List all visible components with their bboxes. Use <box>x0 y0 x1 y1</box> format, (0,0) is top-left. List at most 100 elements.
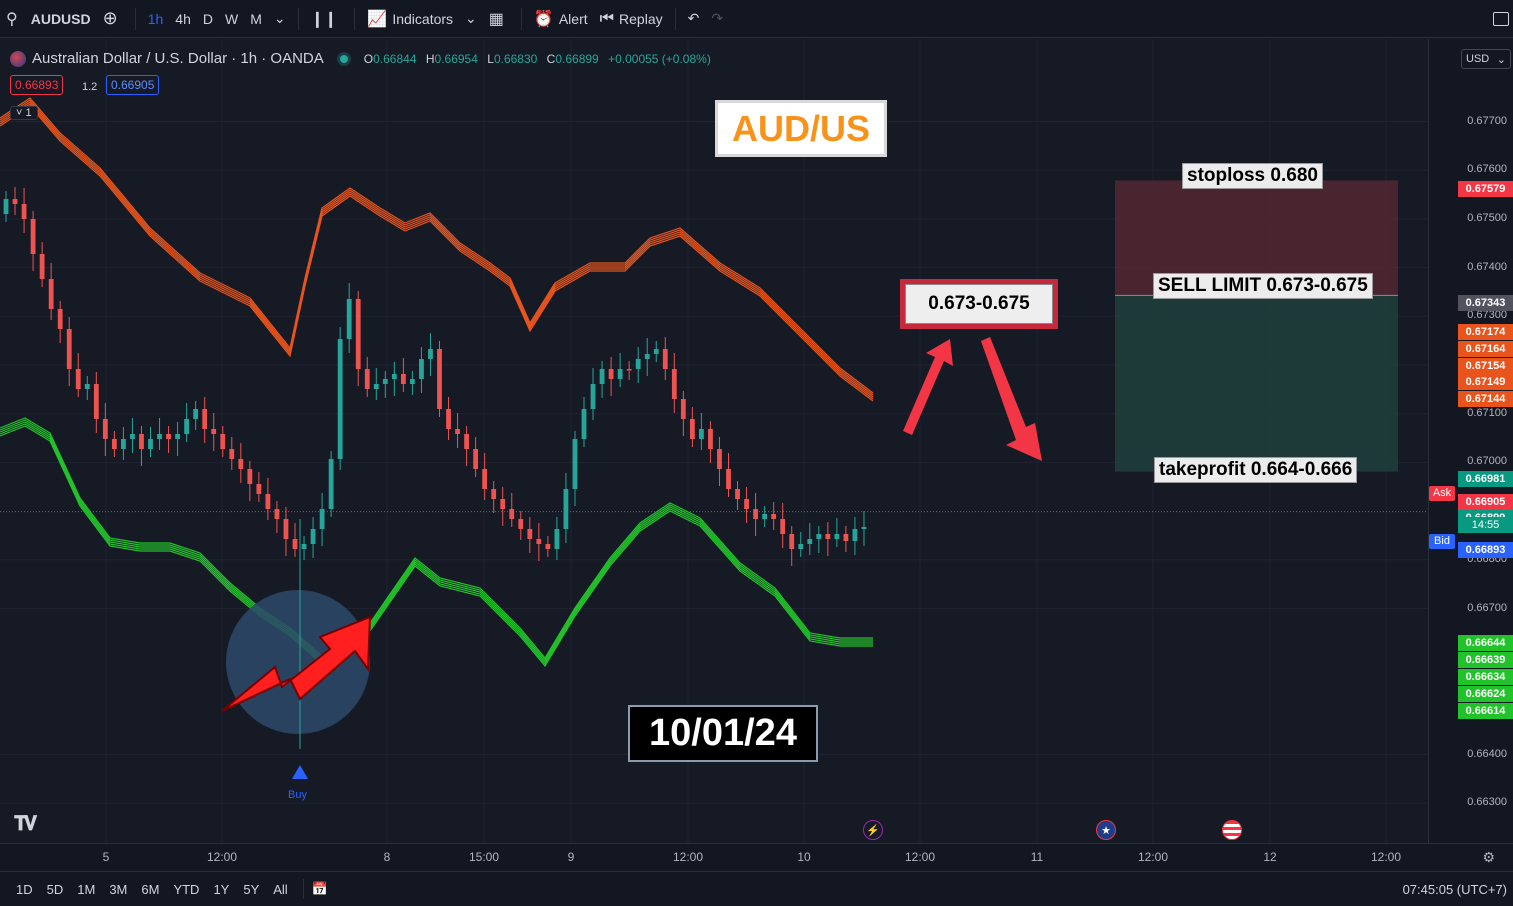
price-label[interactable]: 0.67174 <box>1458 324 1513 340</box>
candle-body <box>3 199 9 214</box>
layouts-button[interactable]: ▦ <box>483 0 515 38</box>
candle-body <box>382 379 388 384</box>
range-ytd[interactable]: YTD <box>173 881 200 897</box>
alert-button[interactable]: ⏰ Alert <box>528 0 594 38</box>
candle-body <box>671 369 677 399</box>
time-axis[interactable]: ⚙ 5 12:00 8 15:00 9 12:00 10 12:00 11 12:00 12 12:0… <box>0 843 1513 871</box>
price-label[interactable]: 0.67144 <box>1458 391 1513 407</box>
candle-body <box>680 399 686 419</box>
candle-body <box>355 299 361 369</box>
time-tick: 12:00 <box>1137 850 1169 864</box>
candle-body <box>780 519 786 534</box>
toolbar-divider <box>354 7 356 30</box>
time-tick: 9 <box>567 850 575 864</box>
time-tick: 15:00 <box>468 850 500 864</box>
lower-band-line <box>0 425 873 672</box>
price-tick: 0.67300 <box>1467 309 1507 322</box>
timeframe-dropdown[interactable]: ⌄ <box>268 0 292 38</box>
event-lightning-icon[interactable]: ⚡ <box>863 820 883 840</box>
candle-body <box>310 529 316 544</box>
stoploss-label[interactable]: stoploss 0.680 <box>1182 163 1323 189</box>
range-1d[interactable]: 1D <box>16 881 33 897</box>
price-label[interactable]: 0.67164 <box>1458 341 1513 357</box>
au-flag-event-icon[interactable]: ★ <box>1096 820 1116 840</box>
price-label[interactable]: 0.66614 <box>1458 703 1513 719</box>
date-range-icon[interactable]: 📅 <box>311 881 328 896</box>
chart-style-button[interactable]: ❙❙ <box>305 0 349 38</box>
annotation-entry-range[interactable]: 0.673-0.675 <box>900 279 1058 329</box>
price-label[interactable]: 0.67149 <box>1458 374 1513 390</box>
sell-limit-label[interactable]: SELL LIMIT 0.673-0.675 <box>1153 273 1373 299</box>
market-open-indicator <box>339 54 348 63</box>
range-5d[interactable]: 5D <box>46 881 64 897</box>
time-tick: 11 <box>1030 850 1044 864</box>
candle-body <box>292 539 298 549</box>
candle-body <box>491 489 497 499</box>
compare-button[interactable]: ⊕ <box>97 0 129 38</box>
candle-body <box>852 529 858 541</box>
candle-body <box>166 434 171 439</box>
alert-icon: ⏰ <box>533 10 554 28</box>
lower-band-line <box>0 417 873 664</box>
price-label[interactable]: 0.66644 <box>1458 635 1513 651</box>
currency-select[interactable]: USD ⌄ <box>1461 49 1511 69</box>
settings-icon[interactable]: ⚙ <box>1482 849 1495 865</box>
sell-button[interactable]: 0.66893 <box>10 75 64 95</box>
redo-button[interactable]: ↷ <box>705 0 729 38</box>
indicators-button[interactable]: 📈 Indicators <box>361 0 459 38</box>
tradingview-logo-icon[interactable]: 𝐓𝐕 <box>14 813 37 835</box>
takeprofit-label[interactable]: takeprofit 0.664-0.666 <box>1154 457 1358 483</box>
replay-button[interactable]: ⏮ Replay <box>594 0 669 38</box>
replay-label: Replay <box>619 10 663 27</box>
buy-button[interactable]: 0.66905 <box>106 75 160 95</box>
undo-button[interactable]: ↶ <box>682 0 706 38</box>
timeframe-d[interactable]: D <box>202 10 213 27</box>
clock[interactable]: 07:45:05 (UTC+7) <box>1402 881 1507 897</box>
add-symbol-icon: ⊕ <box>102 8 118 28</box>
range-5y[interactable]: 5Y <box>243 881 260 897</box>
symbol-search[interactable]: ⚲ AUDUSD <box>0 0 97 38</box>
price-label[interactable]: 0.66624 <box>1458 686 1513 702</box>
indicator-toggle[interactable]: ˅ 1 <box>10 106 38 120</box>
price-label[interactable]: 0.66639 <box>1458 652 1513 668</box>
candle-body <box>699 429 704 439</box>
annotation-title[interactable]: AUD/US <box>715 100 887 157</box>
candle-body <box>66 329 72 369</box>
price-label[interactable]: 0.66893 <box>1458 542 1513 558</box>
price-label[interactable]: 0.67343 <box>1458 295 1513 311</box>
fullscreen-icon <box>1493 12 1509 26</box>
time-tick: 12:00 <box>1370 850 1402 864</box>
fullscreen-button[interactable] <box>1493 0 1513 38</box>
candle-body <box>834 534 840 539</box>
price-tick: 0.66700 <box>1467 601 1507 614</box>
timeframe-m[interactable]: M <box>250 10 262 27</box>
price-label[interactable]: 0.66905 <box>1458 494 1513 510</box>
candle-body <box>816 534 822 539</box>
candle-body <box>75 369 81 389</box>
symbol-name: AUDUSD <box>30 10 91 27</box>
symbol-flag-icon <box>10 50 26 67</box>
time-tick: 12:00 <box>904 850 936 864</box>
price-axis[interactable]: USD ⌄ 0.67700 0.67600 0.67500 0.67400 0.67300… <box>1428 39 1513 843</box>
range-1y[interactable]: 1Y <box>213 881 230 897</box>
timeframe-1h[interactable]: 1h <box>147 10 164 27</box>
indicators-dropdown[interactable]: ⌄ <box>459 0 483 38</box>
range-1m[interactable]: 1M <box>77 881 96 897</box>
us-flag-event-icon[interactable] <box>1222 820 1242 840</box>
annotation-date[interactable]: 10/01/24 <box>628 705 818 762</box>
range-all[interactable]: All <box>273 881 288 897</box>
price-label[interactable]: 0.66634 <box>1458 669 1513 685</box>
timeframe-4h[interactable]: 4h <box>175 10 191 27</box>
candle-body <box>220 434 226 449</box>
range-6m[interactable]: 6M <box>141 881 160 897</box>
price-label[interactable]: 0.67154 <box>1458 358 1513 374</box>
candle-body <box>563 489 569 529</box>
range-3m[interactable]: 3M <box>109 881 128 897</box>
timeframe-w[interactable]: W <box>224 10 239 27</box>
price-label[interactable]: 0.67579 <box>1458 181 1513 197</box>
candle-body <box>708 429 713 449</box>
high-key: H <box>425 51 435 66</box>
candle-body <box>536 539 542 544</box>
price-label[interactable]: 0.66981 <box>1458 471 1513 487</box>
buy-signal-triangle-icon <box>292 765 308 779</box>
